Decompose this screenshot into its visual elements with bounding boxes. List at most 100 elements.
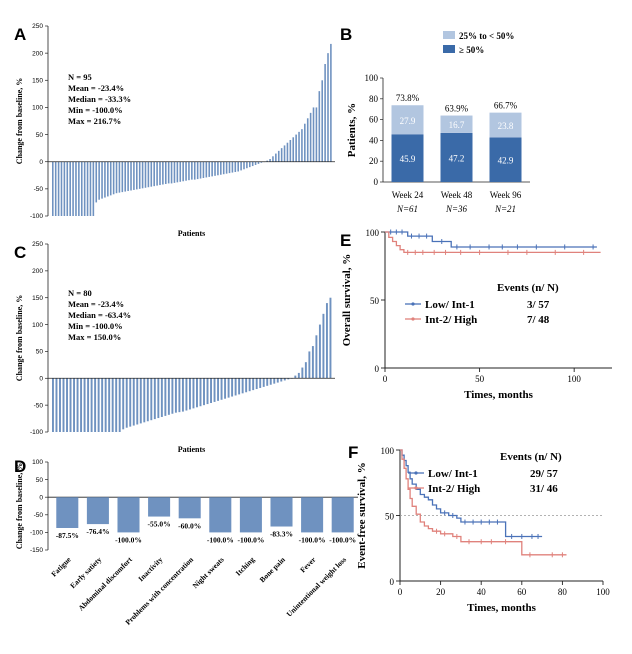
y-tick-label-B: 20 xyxy=(369,156,379,166)
x-axis-title-F: Times, months xyxy=(467,602,537,614)
waterfall-bar-C xyxy=(66,378,68,432)
waterfall-bar-C xyxy=(83,378,86,432)
x-tick-label-F: 20 xyxy=(436,587,446,597)
legend-label-E: Int-2/ High xyxy=(425,314,477,326)
waterfall-bar-A xyxy=(63,161,66,216)
y-tick-label-B: 40 xyxy=(369,135,379,145)
waterfall-bar-A xyxy=(75,161,77,216)
waterfall-bar-C xyxy=(167,378,170,415)
waterfall-bar-C xyxy=(252,378,255,391)
y-tick-label-A: 0 xyxy=(39,159,43,166)
waterfall-bar-A xyxy=(133,161,135,190)
bar-value-label-D: -76.4% xyxy=(86,527,109,536)
waterfall-bar-A xyxy=(182,161,184,182)
bar-value-label-B: 23.8 xyxy=(498,121,514,131)
symptom-bar-D xyxy=(270,497,293,527)
waterfall-bar-A xyxy=(306,118,309,162)
bar-total-label-B: 73.8% xyxy=(396,93,420,103)
y-tick-label-E: 50 xyxy=(370,296,380,306)
y-tick-label-A: 150 xyxy=(32,77,43,84)
bar-value-label-B: 16.7 xyxy=(449,120,465,130)
waterfall-bar-C xyxy=(125,378,128,428)
waterfall-bar-A xyxy=(147,161,150,188)
y-tick-label-A: -100 xyxy=(30,213,43,220)
waterfall-bar-C xyxy=(248,378,251,392)
waterfall-bar-A xyxy=(272,156,274,162)
waterfall-bar-C xyxy=(269,378,272,385)
waterfall-bar-A xyxy=(164,161,167,184)
bar-value-label-B: 27.9 xyxy=(400,116,416,126)
waterfall-bar-A xyxy=(138,161,141,189)
waterfall-bar-A xyxy=(312,107,315,162)
y-axis-title-C: Change from baseline, % xyxy=(15,295,24,382)
waterfall-bar-C xyxy=(325,303,328,379)
stacked-bar-B xyxy=(440,115,473,133)
y-tick-label-A: 200 xyxy=(32,50,43,57)
category-n-label-B: N=21 xyxy=(494,204,516,214)
waterfall-bar-A xyxy=(173,161,176,183)
waterfall-bar-C xyxy=(132,378,135,426)
waterfall-bar-A xyxy=(318,91,321,162)
waterfall-bar-C xyxy=(129,378,132,427)
waterfall-bar-A xyxy=(248,161,251,168)
y-tick-label-F: 50 xyxy=(385,512,395,522)
waterfall-bar-A xyxy=(225,161,228,174)
waterfall-bar-A xyxy=(214,161,216,176)
waterfall-bar-C xyxy=(97,378,100,432)
y-axis-title-F: Event-free survival, % xyxy=(356,462,368,568)
waterfall-bar-C xyxy=(224,378,227,399)
waterfall-bar-C xyxy=(217,378,220,401)
waterfall-bar-A xyxy=(80,161,83,216)
waterfall-bar-C xyxy=(80,378,83,432)
waterfall-bar-A xyxy=(217,161,219,176)
y-tick-label-C: 0 xyxy=(39,375,43,382)
waterfall-bar-A xyxy=(199,161,202,179)
waterfall-bar-A xyxy=(298,131,300,162)
bar-value-label-D: -55.0% xyxy=(148,520,171,529)
y-tick-label-A: 250 xyxy=(32,23,43,30)
waterfall-bar-C xyxy=(153,378,156,420)
y-axis-title-B: Patients, % xyxy=(346,103,358,157)
bar-value-label-D: -100.0% xyxy=(237,535,264,544)
waterfall-bar-C xyxy=(315,335,318,379)
category-label-D: Unintentional weight loss xyxy=(285,555,349,619)
waterfall-bar-C xyxy=(322,313,325,379)
x-tick-label-F: 60 xyxy=(517,587,527,597)
waterfall-bar-C xyxy=(196,378,198,408)
waterfall-bar-C xyxy=(276,378,279,383)
category-label-B: Week 96 xyxy=(490,190,522,200)
waterfall-bar-C xyxy=(294,375,297,379)
waterfall-bar-C xyxy=(287,378,290,380)
waterfall-bar-A xyxy=(78,161,80,216)
waterfall-bar-C xyxy=(118,378,121,432)
waterfall-bar-C xyxy=(318,324,321,379)
panel-label-E: E xyxy=(340,231,351,250)
legend-label-E: Low/ Int-1 xyxy=(425,299,475,311)
legend-label-F: Low/ Int-1 xyxy=(428,468,478,480)
y-tick-label-C: 50 xyxy=(36,349,44,356)
waterfall-bar-A xyxy=(130,161,132,191)
legend-title-F: Events (n/ N) xyxy=(500,451,562,463)
category-label-D: Abdominal discomfort xyxy=(76,555,134,613)
waterfall-bar-A xyxy=(72,161,74,216)
waterfall-bar-A xyxy=(277,150,280,162)
waterfall-bar-A xyxy=(324,64,326,162)
panel-label-D: D xyxy=(14,457,26,476)
stacked-bar-B xyxy=(391,105,424,135)
waterfall-bar-C xyxy=(87,378,90,432)
waterfall-bar-C xyxy=(311,346,314,379)
waterfall-bar-C xyxy=(69,378,72,432)
symptom-bar-D xyxy=(117,497,140,533)
waterfall-bar-A xyxy=(231,161,234,173)
stacked-bar-B xyxy=(489,137,522,182)
x-axis-title-C: Patients xyxy=(178,445,206,454)
waterfall-bar-A xyxy=(104,161,106,198)
stat-line-C: Min = -100.0% xyxy=(68,321,123,331)
waterfall-bar-A xyxy=(266,160,268,162)
bar-value-label-D: -87.5% xyxy=(56,531,79,540)
waterfall-bar-A xyxy=(167,161,170,184)
category-label-D: Fatigue xyxy=(49,555,73,579)
waterfall-bar-C xyxy=(301,367,304,379)
y-tick-label-D: 100 xyxy=(32,459,43,466)
